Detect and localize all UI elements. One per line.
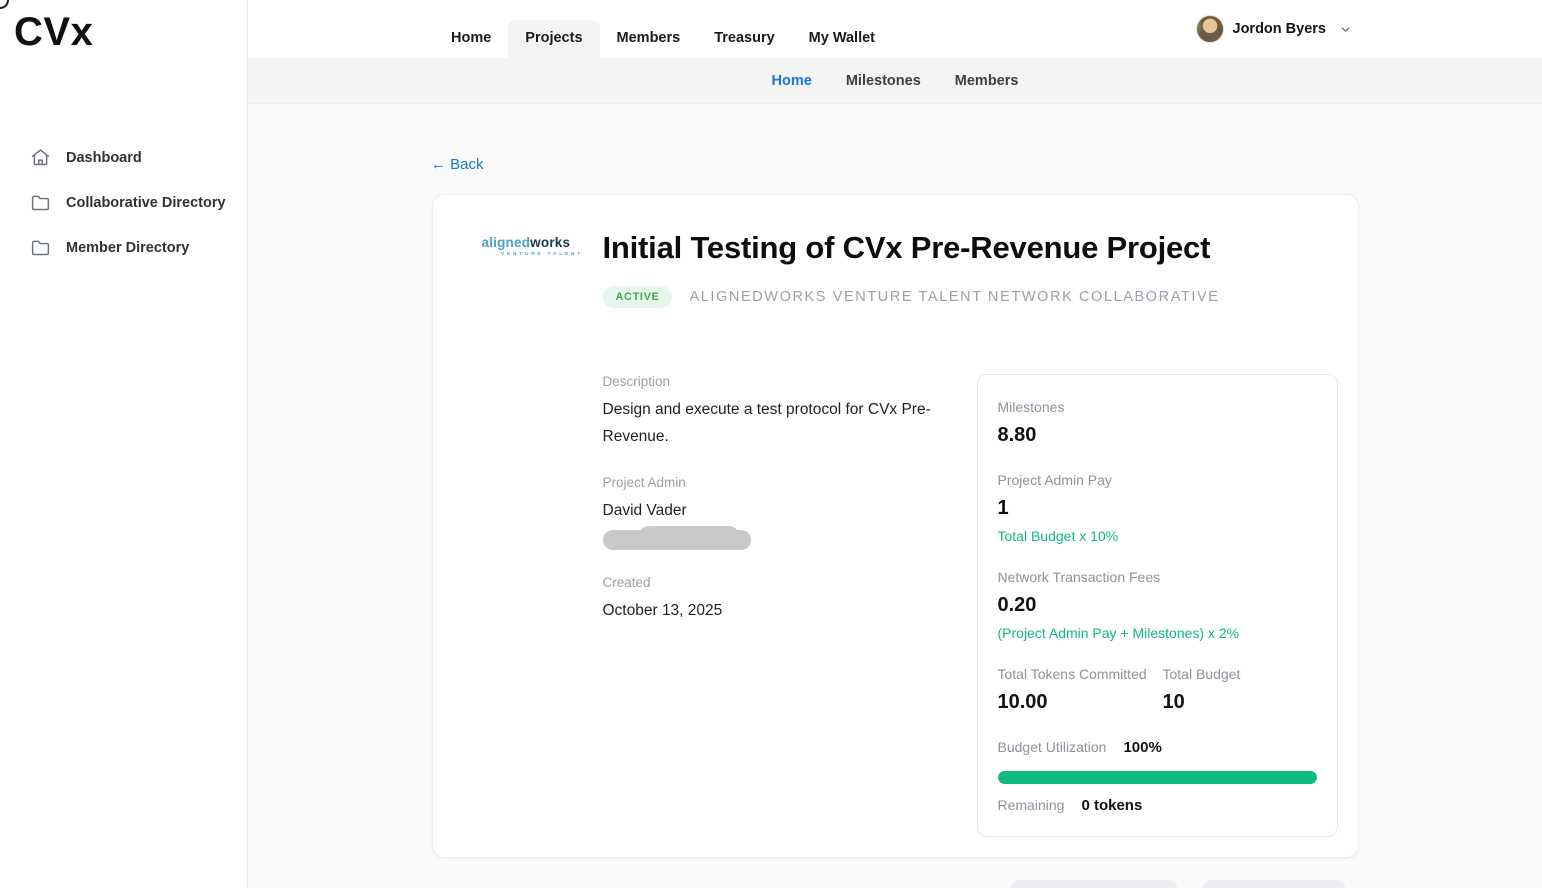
logo-text-aligned: aligned bbox=[481, 235, 531, 250]
budget-utilization-value: 100% bbox=[1123, 739, 1162, 756]
admin-pay-label: Project Admin Pay bbox=[997, 472, 1112, 488]
admin-pay-value: 1 bbox=[997, 497, 1009, 519]
sidebar-item-member-directory[interactable]: Member Directory bbox=[0, 225, 247, 270]
project-admin-label: Project Admin bbox=[602, 475, 686, 491]
app-logo: CVx bbox=[14, 10, 94, 54]
remaining-value: 0 tokens bbox=[1081, 797, 1143, 814]
total-budget-label: Total Budget bbox=[1162, 666, 1241, 682]
created-date: October 13, 2025 bbox=[602, 602, 723, 620]
network-fees-label: Network Transaction Fees bbox=[997, 569, 1161, 585]
project-title: Initial Testing of CVx Pre-Revenue Proje… bbox=[602, 230, 1211, 265]
user-name: Jordon Byers bbox=[1232, 21, 1326, 37]
sidebar-item-label: Dashboard bbox=[66, 149, 142, 166]
remaining-label: Remaining bbox=[997, 797, 1065, 813]
content-area: ← Back alignedworks VENTURE TALENT Initi… bbox=[248, 104, 1542, 888]
created-label: Created bbox=[602, 575, 651, 591]
milestones-value: 8.80 bbox=[997, 424, 1037, 446]
subnav-home[interactable]: Home bbox=[771, 72, 812, 89]
topnav-home[interactable]: Home bbox=[451, 30, 492, 46]
milestones-label: Milestones bbox=[997, 399, 1065, 415]
admin-pay-formula: Total Budget x 10% bbox=[997, 528, 1119, 544]
project-admin-name: David Vader bbox=[602, 502, 687, 520]
folder-icon bbox=[30, 237, 51, 258]
total-budget-value: 10 bbox=[1162, 691, 1185, 713]
topnav-members[interactable]: Members bbox=[616, 30, 681, 46]
org-logo-block: alignedworks VENTURE TALENT bbox=[482, 230, 603, 837]
description-label: Description bbox=[602, 374, 671, 389]
sidebar-nav: Dashboard Collaborative Directory Member… bbox=[0, 135, 247, 270]
redacted-email bbox=[602, 526, 751, 551]
project-sub-nav: Home Milestones Members bbox=[248, 58, 1542, 104]
network-fees-value: 0.20 bbox=[997, 594, 1037, 616]
avatar bbox=[1195, 15, 1224, 43]
budget-utilization-progressbar bbox=[997, 771, 1317, 784]
bottom-action-button-2[interactable] bbox=[1203, 880, 1345, 888]
back-link[interactable]: ← Back bbox=[431, 156, 484, 173]
user-menu[interactable]: Jordon Byers bbox=[1195, 15, 1352, 43]
sidebar-item-dashboard[interactable]: Dashboard bbox=[0, 135, 247, 180]
topnav-my-wallet[interactable]: My Wallet bbox=[808, 30, 876, 46]
logo-text-works: works bbox=[530, 235, 571, 250]
budget-utilization-progress-fill bbox=[997, 771, 1317, 784]
folder-icon bbox=[30, 192, 51, 213]
tokens-committed-value: 10.00 bbox=[997, 691, 1048, 713]
budget-stats-panel: Milestones 8.80 Project Admin Pay 1 Tota… bbox=[976, 374, 1338, 837]
chevron-down-icon bbox=[1339, 23, 1352, 36]
bottom-action-button-1[interactable] bbox=[1011, 880, 1177, 888]
main-column: Home Projects Members Treasury My Wallet… bbox=[248, 0, 1542, 888]
tokens-committed-label: Total Tokens Committed bbox=[997, 666, 1147, 682]
topnav-projects[interactable]: Projects bbox=[508, 20, 600, 58]
sidebar: CVx Dashboard Collaborative Directory bbox=[0, 0, 248, 888]
project-details: Description Design and execute a test pr… bbox=[602, 374, 957, 837]
subnav-milestones[interactable]: Milestones bbox=[845, 72, 921, 89]
collaborative-name: ALIGNEDWORKS VENTURE TALENT NETWORK COLL… bbox=[689, 289, 1220, 305]
sidebar-item-label: Collaborative Directory bbox=[66, 194, 226, 211]
budget-utilization-label: Budget Utilization bbox=[997, 739, 1107, 755]
description-text: Design and execute a test protocol for C… bbox=[602, 401, 931, 446]
status-badge: ACTIVE bbox=[602, 286, 673, 308]
project-card: alignedworks VENTURE TALENT Initial Test… bbox=[431, 194, 1359, 858]
subnav-members[interactable]: Members bbox=[954, 72, 1019, 89]
top-nav: Home Projects Members Treasury My Wallet bbox=[434, 20, 892, 58]
top-navigation-bar: Home Projects Members Treasury My Wallet… bbox=[248, 0, 1542, 58]
alignedworks-logo: alignedworks VENTURE TALENT bbox=[482, 236, 603, 257]
sidebar-item-collaborative-directory[interactable]: Collaborative Directory bbox=[0, 180, 247, 225]
network-fees-formula: (Project Admin Pay + Milestones) x 2% bbox=[997, 625, 1240, 641]
logo-tagline: VENTURE TALENT bbox=[500, 251, 583, 257]
home-icon bbox=[30, 147, 51, 168]
topnav-treasury[interactable]: Treasury bbox=[714, 30, 775, 46]
sidebar-item-label: Member Directory bbox=[66, 239, 190, 256]
